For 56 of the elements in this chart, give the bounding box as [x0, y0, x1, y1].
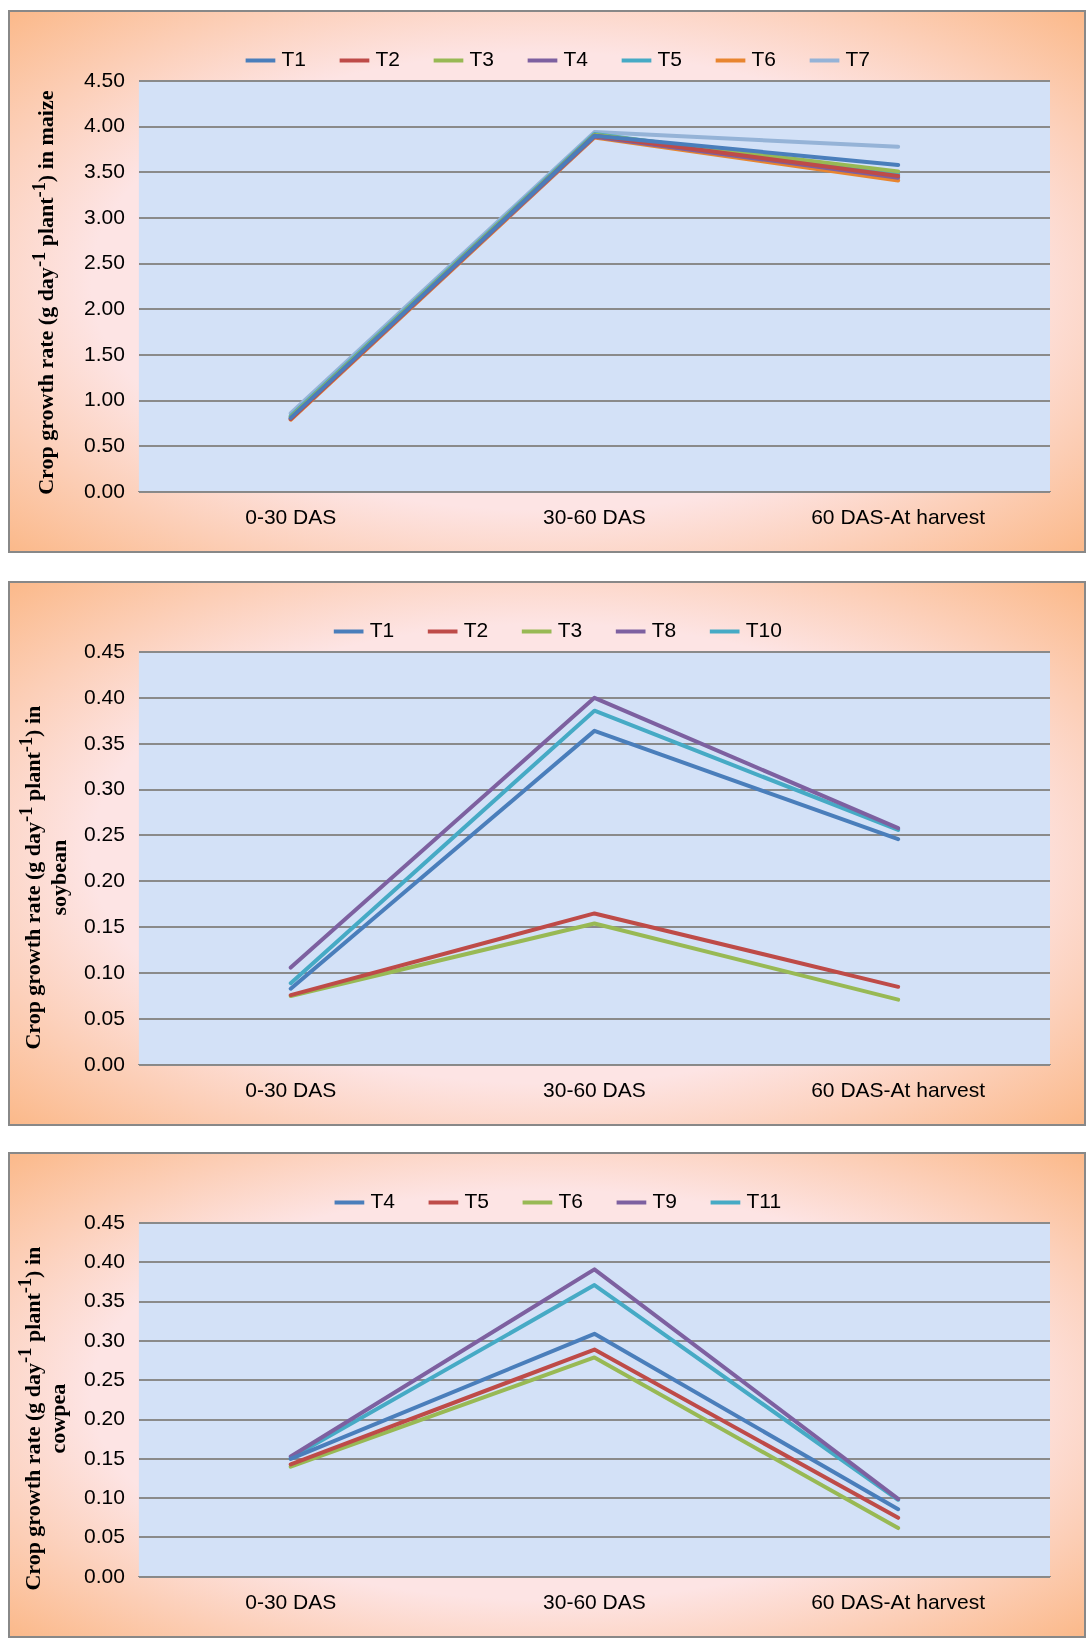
x-tick-label: 60 DAS-At harvest: [811, 505, 986, 529]
x-tick-label: 60 DAS-At harvest: [811, 1590, 986, 1614]
y-tick-label: 3.50: [84, 159, 125, 183]
y-tick-label: 0.30: [84, 776, 125, 800]
y-tick-label: 0.25: [84, 822, 125, 846]
legend-label: T10: [745, 618, 782, 642]
y-tick-label: 3.00: [84, 204, 125, 228]
x-tick-label: 30-60 DAS: [543, 1078, 646, 1102]
legend-label: T1: [369, 618, 395, 642]
y-tick-label: 0.10: [84, 1484, 125, 1508]
y-tick-label: 0.15: [84, 1445, 125, 1469]
y-tick-label: 0.50: [84, 432, 125, 456]
y-tick-label: 0.40: [84, 1249, 125, 1273]
legend-label: T5: [657, 47, 683, 71]
legend-label: T8: [651, 618, 677, 642]
legend-label: T6: [558, 1189, 583, 1213]
y-tick-label: 0.00: [84, 1051, 125, 1075]
legend-label: T6: [751, 47, 777, 71]
y-tick-label: 0.35: [84, 730, 125, 754]
legend-label: T2: [375, 47, 400, 71]
y-tick-label: 0.35: [84, 1288, 125, 1312]
y-tick-label: 2.00: [84, 296, 125, 320]
y-tick-label: 0.00: [84, 1563, 125, 1587]
legend-label: T9: [652, 1189, 677, 1213]
legend-label: T4: [563, 47, 589, 71]
y-tick-label: 0.05: [84, 1524, 125, 1548]
y-tick-label: 0.40: [84, 684, 125, 708]
legend-label: T4: [370, 1189, 396, 1213]
x-tick-label: 0-30 DAS: [245, 1078, 337, 1102]
legend-label: T11: [746, 1189, 782, 1213]
y-tick-label: 0.30: [84, 1327, 125, 1351]
x-tick-label: 30-60 DAS: [543, 505, 646, 529]
legend-label: T1: [281, 47, 306, 71]
y-tick-label: 0.15: [84, 914, 125, 937]
y-tick-label: 4.00: [84, 113, 125, 137]
y-tick-label: 2.50: [84, 250, 125, 274]
y-tick-label: 0.05: [84, 1005, 125, 1029]
x-tick-label: 60 DAS-At harvest: [811, 1078, 986, 1102]
legend-label: T3: [469, 47, 495, 71]
y-tick-label: 0.20: [84, 1406, 125, 1430]
legend-label: T7: [845, 47, 871, 71]
legend-label: T2: [463, 618, 489, 642]
y-tick-label: 0.00: [84, 478, 125, 502]
y-tick-label: 0.20: [84, 868, 125, 892]
y-tick-label: 1.00: [84, 387, 125, 411]
x-tick-label: 30-60 DAS: [543, 1590, 646, 1614]
x-tick-label: 0-30 DAS: [245, 1590, 337, 1614]
y-tick-label: 0.10: [84, 959, 125, 983]
y-tick-label: 1.50: [84, 341, 125, 365]
x-tick-label: 0-30 DAS: [245, 505, 337, 529]
y-tick-label: 0.45: [84, 638, 125, 662]
legend-label: T5: [464, 1189, 489, 1213]
y-tick-label: 0.45: [84, 1209, 125, 1233]
y-tick-label: 4.50: [84, 67, 125, 91]
y-tick-label: 0.25: [84, 1367, 125, 1391]
legend-label: T3: [557, 618, 583, 642]
